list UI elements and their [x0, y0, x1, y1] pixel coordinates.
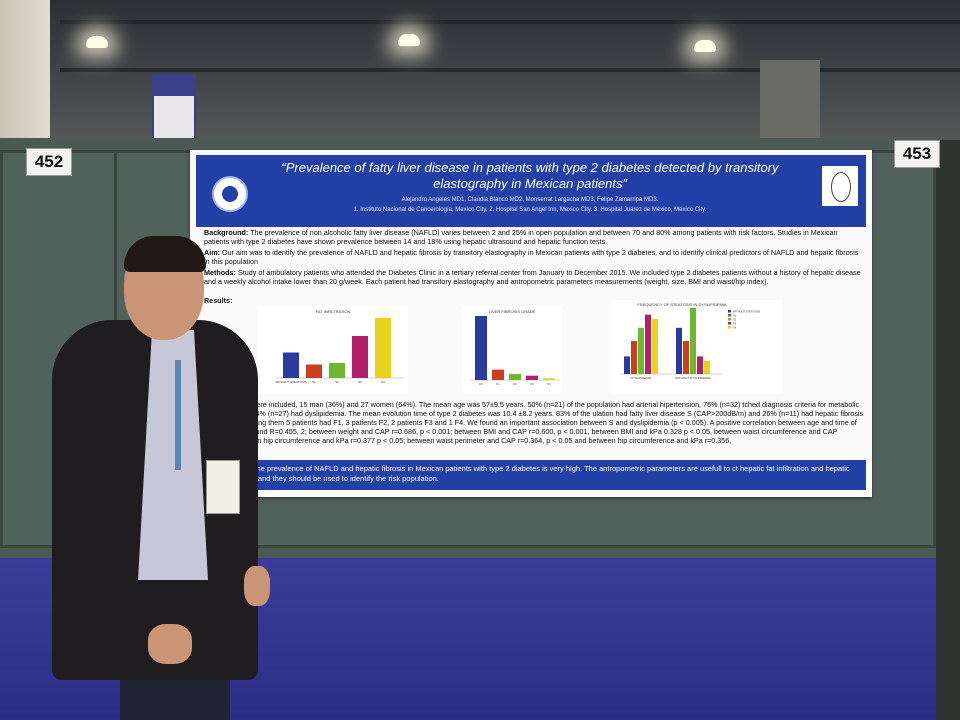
tick-label: WITHOUT STEATOSIS [275, 380, 306, 384]
tick-label: DYSLIPIDEMIA [630, 376, 651, 380]
person-hand [148, 624, 192, 664]
institution-logo [212, 176, 248, 212]
methods-section: Methods: Study of ambulatory patients wh… [204, 268, 864, 286]
aim-section: Aim: Our aim was to identify the prevale… [204, 248, 864, 266]
tick-label: F2 [513, 382, 517, 386]
methods-label: Methods: [204, 268, 236, 277]
legend-label: S3 [733, 322, 737, 326]
conclusion-text: usion: The prevalence of NAFLD and hepat… [230, 464, 850, 483]
chart1-title: FAT INFILTRATION [316, 309, 351, 314]
hanging-banner-sign [154, 96, 194, 142]
bar [645, 314, 651, 374]
bar [543, 378, 555, 380]
legend-swatch [728, 326, 731, 329]
bar [475, 316, 487, 380]
legend-swatch [728, 314, 731, 317]
bar [631, 341, 637, 374]
lanyard [175, 360, 181, 470]
bar [676, 327, 682, 374]
hall-column [760, 60, 820, 150]
legend-swatch [728, 318, 731, 321]
ceiling-beam [60, 20, 960, 24]
bar [624, 356, 630, 374]
booth-number-left: 452 [26, 148, 72, 176]
tick-label: F0 [479, 382, 483, 386]
chart3-title: FREQUENCY OF STEATOSIS IN DYSLIPIDEMIA [637, 302, 726, 307]
legend-label: S1 [733, 314, 737, 318]
poster-affiliations: 1. Instituto Nacional de Cancerología, M… [353, 207, 707, 213]
chart-steatosis-dyslipidemia: FREQUENCY OF STEATOSIS IN DYSLIPIDEMIA D… [612, 300, 782, 394]
bar [697, 356, 703, 374]
bar [526, 375, 538, 380]
background-section: Background: The prevalence of non alcoho… [204, 228, 864, 246]
person-hand [244, 566, 270, 606]
chart-fat-infiltration: FAT INFILTRATION WITHOUT STEATOSIS S1 S2 S3… [258, 306, 408, 394]
bar [683, 341, 689, 374]
ceiling-light [398, 34, 420, 46]
bar [375, 318, 391, 378]
booth-number-right: 453 [894, 140, 940, 168]
legend-label: WITHOUT STEATOSIS [733, 310, 760, 314]
legend-label: S4 [733, 326, 737, 330]
tick-label: WITHOUT DYSLIPIDEMIA [675, 376, 711, 380]
background-label: Background: [204, 228, 249, 237]
conclusion-band [196, 460, 866, 490]
person-hair [124, 236, 206, 272]
legend-label: S2 [733, 318, 737, 322]
bar [329, 363, 345, 378]
tick-label: S2 [335, 380, 339, 384]
background-text: The prevalence of non alcoholic fatty li… [204, 228, 838, 246]
tick-label: F3 [530, 382, 534, 386]
poster-authors: Alejandro Angeles MD1, Claudia Blanco MD… [401, 197, 659, 203]
ceiling-light [86, 36, 108, 48]
bar [509, 373, 521, 380]
results-text: patients were included, 15 man (36%) and… [204, 400, 864, 445]
legend-swatch [728, 322, 731, 325]
bar [704, 360, 710, 374]
name-badge [206, 460, 240, 514]
bar [306, 364, 322, 378]
bar [652, 319, 658, 374]
methods-text: Study of ambulatory patients who attende… [204, 268, 861, 286]
hospital-logo [822, 166, 858, 206]
board-frame [936, 140, 960, 720]
results-section: Results: [204, 296, 864, 305]
tick-label: S4 [381, 380, 385, 384]
tick-label: S1 [312, 380, 316, 384]
tick-label: F1 [496, 382, 500, 386]
tick-label: F4 [547, 382, 551, 386]
aim-text: Our aim was to identify the prevalence o… [204, 248, 859, 266]
person-shirt [138, 330, 208, 580]
bar [638, 327, 644, 374]
tick-label: S3 [358, 380, 362, 384]
chart-liver-fibrosis: LIVER FIBROSIS GRADE F0 F1 F2 F3 F4 [462, 306, 562, 394]
aim-label: Aim: [204, 248, 220, 257]
bar [492, 369, 504, 380]
bar [352, 336, 368, 378]
ceiling-beam [60, 68, 960, 72]
ceiling-light [694, 40, 716, 52]
wall-pillar [0, 0, 50, 150]
poster-header [196, 155, 866, 227]
results-label: Results: [204, 296, 233, 305]
legend-swatch [728, 310, 731, 313]
bar [690, 308, 696, 374]
chart2-title: LIVER FIBROSIS GRADE [489, 309, 536, 314]
poster-title: “Prevalence of fatty liver disease in pa… [281, 160, 779, 191]
bar [283, 352, 299, 378]
